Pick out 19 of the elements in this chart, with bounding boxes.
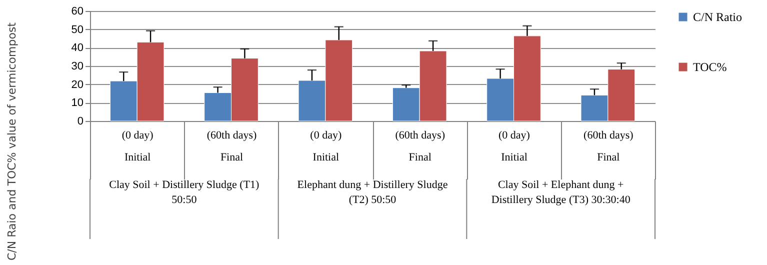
x-tick-label: (60th days) Final [584, 130, 634, 164]
text: Clay Soil + Distillery Sludge (T1) 50:50 [109, 179, 260, 206]
y-tick-label: 60 [71, 6, 84, 18]
y-tick-label: 30 [71, 60, 84, 72]
y-tick-label: 40 [71, 42, 84, 54]
y-axis-title: C/N Raio and TOC% value of vermicompost [6, 22, 18, 261]
y-tick-label: 10 [71, 97, 84, 110]
y-tick-label: 0 [77, 116, 84, 128]
x-tick-label: (0 day) Initial [498, 130, 530, 164]
x-tick-label: (0 day) Initial [122, 130, 154, 164]
legend-label: TOC% [693, 60, 727, 74]
y-tick-label: 50 [71, 24, 84, 36]
x-tick-label: (60th days) Final [206, 130, 257, 164]
text: Clay Soil + Elephant dung + Distillery Sludge (T3) 30:30:40 [491, 179, 631, 206]
x-tick-label: (0 day) Initial [310, 130, 342, 164]
y-tick-label: 20 [71, 78, 84, 91]
x-tick-label: (60th days) Final [395, 130, 446, 164]
text: Elephant dung + Distillery Sludge (T2) 50:50 [297, 179, 448, 206]
legend-label: C/N Ratio [693, 10, 742, 24]
